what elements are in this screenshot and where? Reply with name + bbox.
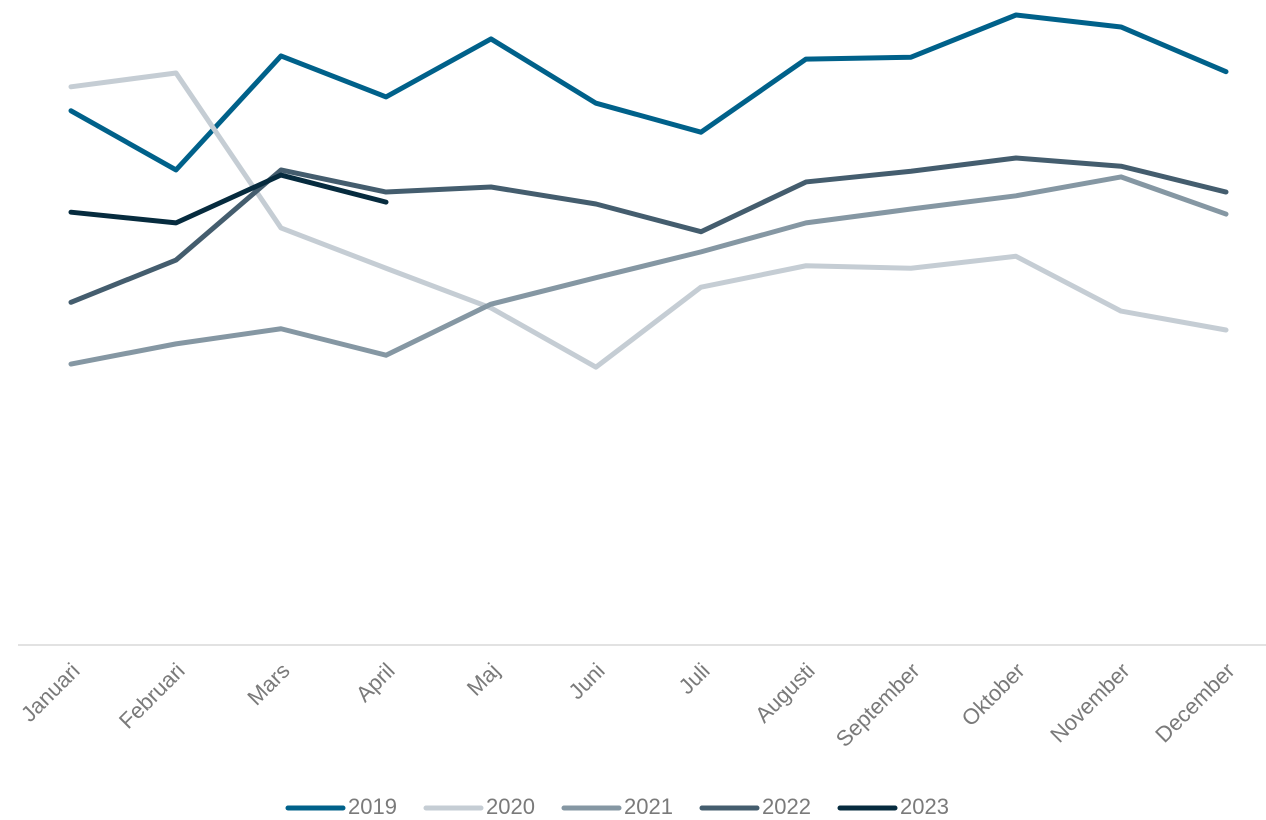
x-tick-label: Juni bbox=[563, 658, 609, 704]
x-tick-label: Januari bbox=[16, 658, 85, 727]
data-line bbox=[68, 174, 1229, 367]
data-line bbox=[68, 155, 1229, 305]
x-tick-label: December bbox=[1150, 658, 1239, 747]
x-tick-label: Februari bbox=[114, 658, 190, 734]
legend-label: 2019 bbox=[348, 794, 397, 819]
x-tick-label: November bbox=[1045, 658, 1134, 747]
legend-label: 2023 bbox=[900, 794, 949, 819]
legend-label: 2020 bbox=[486, 794, 535, 819]
x-tick-label: Oktober bbox=[957, 658, 1030, 731]
data-line bbox=[68, 12, 1229, 173]
legend-label: 2021 bbox=[624, 794, 673, 819]
data-line bbox=[68, 172, 389, 226]
x-tick-label: Maj bbox=[462, 658, 505, 701]
x-tick-label: September bbox=[831, 658, 925, 752]
data-line bbox=[68, 70, 1229, 370]
x-tick-label: Augusti bbox=[750, 658, 820, 728]
x-tick-label: Juli bbox=[674, 658, 715, 699]
x-tick-label: April bbox=[351, 658, 400, 707]
legend-label: 2022 bbox=[762, 794, 811, 819]
x-tick-label: Mars bbox=[242, 658, 294, 710]
